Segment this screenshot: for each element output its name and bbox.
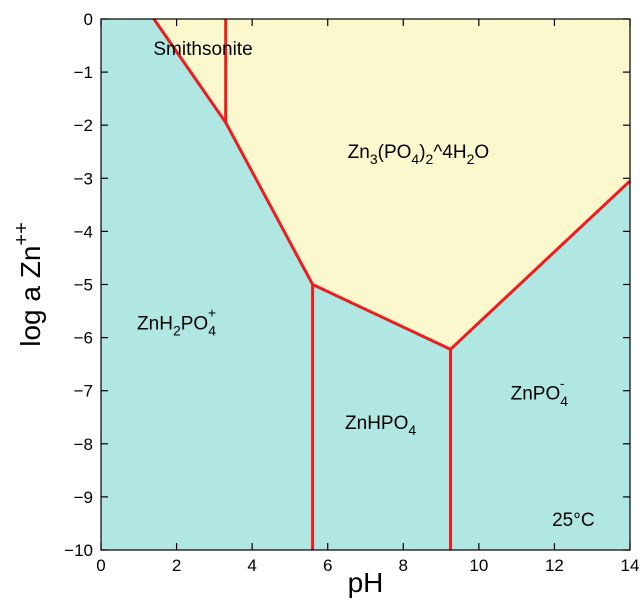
- temperature-annotation: 25°C: [552, 510, 594, 531]
- region-label-znh2po4: ZnH2​PO4+​: [137, 305, 216, 339]
- y-axis-title: log a Zn++​: [11, 222, 46, 347]
- regions-layer: [101, 19, 630, 550]
- y-tick-label: −10: [64, 541, 93, 560]
- region-label-zn3po4: Zn3​(PO4​)2​^4H2​O: [348, 142, 489, 167]
- y-tick-label: −4: [74, 222, 93, 241]
- x-tick-label: 0: [96, 556, 105, 575]
- ticks-layer: 0 2 4 6 8 10 12 14 0 −1 −2 −3 −4 −5 −6 −7 −8 −9 −10: [64, 10, 639, 575]
- region-label-znpo4: ZnPO4-​: [511, 375, 569, 409]
- y-tick-label: −7: [74, 382, 93, 401]
- region-label-znhpo4: ZnHPO4​: [345, 413, 416, 438]
- x-tick-label: 2: [172, 556, 181, 575]
- x-tick-label: 14: [621, 556, 640, 575]
- region-labels-layer: Smithsonite Zn3​(PO4​)2​^4H2​O ZnH2​PO4+​ Z…: [137, 39, 568, 438]
- y-tick-label: −8: [74, 435, 93, 454]
- y-tick-label: −1: [74, 63, 93, 82]
- y-tick-label: −6: [74, 329, 93, 348]
- x-tick-label: 8: [399, 556, 408, 575]
- x-tick-label: 4: [247, 556, 256, 575]
- y-tick-label: −3: [74, 169, 93, 188]
- y-tick-label: 0: [84, 10, 93, 29]
- x-tick-label: 12: [545, 556, 564, 575]
- boundaries-layer: [152, 18, 632, 550]
- region-zn3po4: [225, 19, 630, 350]
- y-tick-label: −5: [74, 276, 93, 295]
- y-tick-label: −2: [74, 116, 93, 135]
- y-tick-label: −9: [74, 488, 93, 507]
- region-label-smithsonite: Smithsonite: [153, 39, 252, 60]
- x-axis-title: pH: [348, 567, 384, 598]
- x-tick-label: 10: [469, 556, 488, 575]
- x-tick-label: 6: [323, 556, 332, 575]
